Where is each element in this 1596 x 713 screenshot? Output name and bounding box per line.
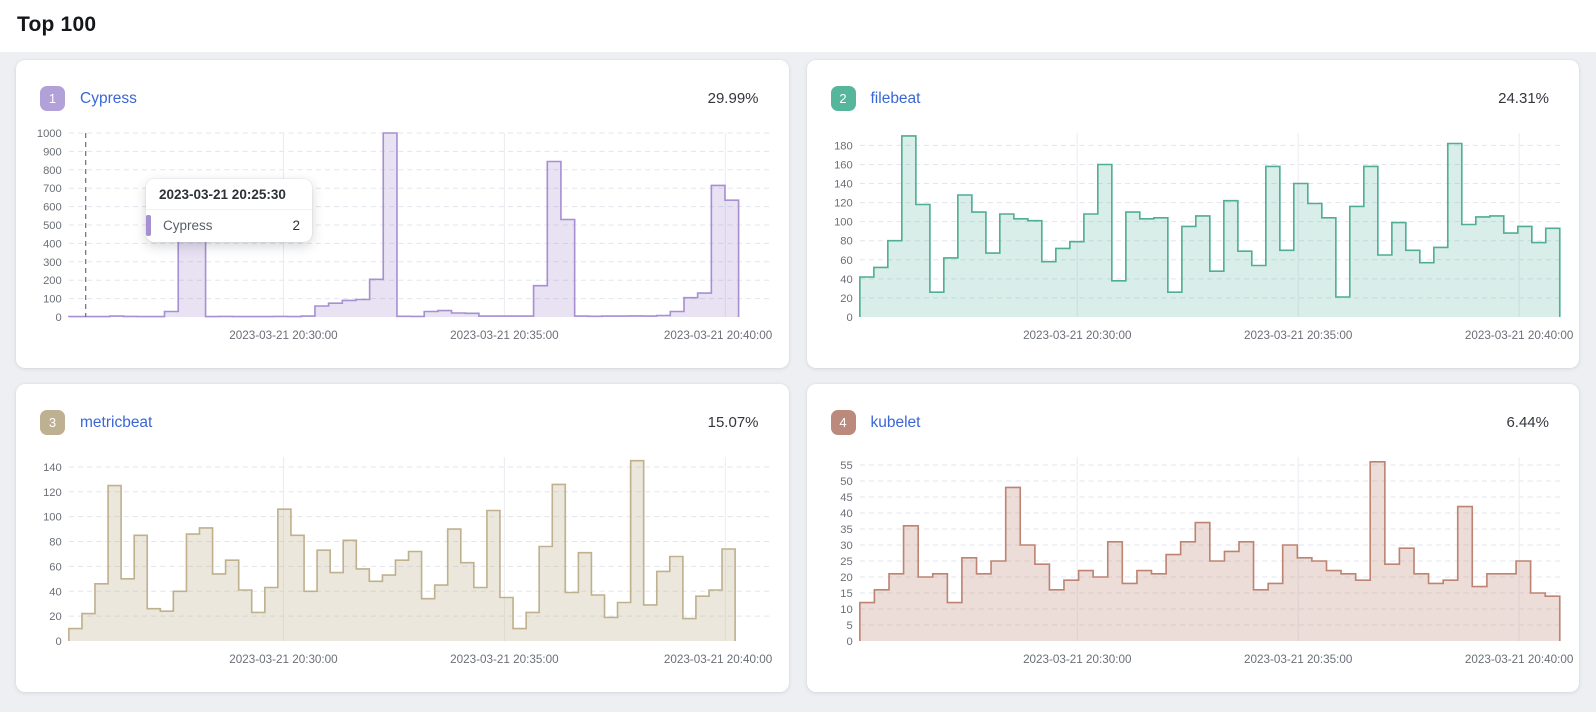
svg-text:2023-03-21 20:30:00: 2023-03-21 20:30:00	[229, 654, 337, 666]
series-color-marker	[146, 215, 151, 236]
svg-text:700: 700	[43, 183, 62, 195]
step-area-chart-kubelet[interactable]: 0 5 10 15 20 25 30 35 40 45 50 55 2023-03-21 20:30:0…	[807, 448, 1580, 682]
percent-value: 24.31%	[1498, 90, 1549, 107]
card-header: 3 metricbeat 15.07%	[16, 384, 789, 435]
svg-text:2023-03-21 20:35:00: 2023-03-21 20:35:00	[450, 654, 558, 666]
step-area-chart-metricbeat[interactable]: 0 20 40 60 80 100 120 140 2023-03-21 20:30:00 202…	[16, 448, 789, 682]
chart-area[interactable]: 0 5 10 15 20 25 30 35 40 45 50 55 2023-03-21 20:30:0…	[807, 448, 1580, 682]
svg-text:50: 50	[840, 476, 852, 488]
svg-text:15: 15	[840, 588, 852, 600]
svg-text:2023-03-21 20:40:00: 2023-03-21 20:40:00	[1464, 654, 1572, 666]
svg-text:45: 45	[840, 492, 852, 504]
svg-text:30: 30	[840, 540, 852, 552]
chart-area[interactable]: 0 100 200 300 400 500 600 700 800 900 1000 2023-03-…	[16, 124, 789, 358]
svg-text:60: 60	[49, 561, 61, 573]
svg-text:25: 25	[840, 556, 852, 568]
svg-text:2023-03-21 20:40:00: 2023-03-21 20:40:00	[1464, 330, 1572, 342]
dashboard-content: 1 Cypress 29.99% 0 100 200 300 400 500 600 700 8…	[0, 52, 1596, 712]
svg-text:100: 100	[43, 294, 62, 306]
series-link-metricbeat[interactable]: metricbeat	[80, 413, 153, 431]
svg-text:180: 180	[834, 140, 853, 152]
rank-badge: 1	[40, 86, 65, 111]
card-header: 1 Cypress 29.99%	[16, 60, 789, 111]
svg-text:200: 200	[43, 275, 62, 287]
svg-text:35: 35	[840, 524, 852, 536]
chart-area[interactable]: 0 20 40 60 80 100 120 140 2023-03-21 20:30:00 202…	[16, 448, 789, 682]
svg-text:40: 40	[49, 586, 61, 598]
svg-text:2023-03-21 20:35:00: 2023-03-21 20:35:00	[1244, 330, 1352, 342]
card-header: 4 kubelet 6.44%	[807, 384, 1580, 435]
svg-text:120: 120	[43, 487, 62, 499]
svg-text:2023-03-21 20:35:00: 2023-03-21 20:35:00	[1244, 654, 1352, 666]
svg-text:2023-03-21 20:30:00: 2023-03-21 20:30:00	[1023, 330, 1131, 342]
chart-tooltip: 2023-03-21 20:25:30 Cypress 2	[146, 179, 312, 242]
chart-area[interactable]: 0 20 40 60 80 100 120 140 160 180 2023-03-21 20:30…	[807, 124, 1580, 358]
series-link-cypress[interactable]: Cypress	[80, 89, 137, 107]
svg-text:80: 80	[840, 236, 852, 248]
svg-text:2023-03-21 20:30:00: 2023-03-21 20:30:00	[229, 330, 337, 342]
svg-text:100: 100	[834, 217, 853, 229]
svg-text:2023-03-21 20:30:00: 2023-03-21 20:30:00	[1023, 654, 1131, 666]
metric-card-kubelet: 4 kubelet 6.44% 0 5 10 15 20 25 30 35 40 45 50 55 20…	[806, 384, 1580, 692]
page-title: Top 100	[17, 13, 97, 36]
metric-card-cypress: 1 Cypress 29.99% 0 100 200 300 400 500 600 700 8…	[16, 60, 789, 368]
svg-text:2023-03-21 20:35:00: 2023-03-21 20:35:00	[450, 330, 558, 342]
percent-value: 6.44%	[1506, 414, 1549, 431]
svg-text:120: 120	[834, 198, 853, 210]
svg-text:600: 600	[43, 202, 62, 214]
svg-text:20: 20	[49, 611, 61, 623]
svg-text:55: 55	[840, 460, 852, 472]
svg-text:40: 40	[840, 508, 852, 520]
svg-text:0: 0	[846, 636, 852, 648]
step-area-chart-cypress[interactable]: 0 100 200 300 400 500 600 700 800 900 1000 2023-03-…	[16, 124, 789, 358]
svg-text:0: 0	[56, 636, 62, 648]
metric-card-filebeat: 2 filebeat 24.31% 0 20 40 60 80 100 120 140 160 1…	[806, 60, 1580, 368]
svg-text:2023-03-21 20:40:00: 2023-03-21 20:40:00	[664, 654, 772, 666]
svg-text:40: 40	[840, 274, 852, 286]
percent-value: 15.07%	[707, 414, 759, 431]
svg-text:800: 800	[43, 165, 62, 177]
step-area-chart-filebeat[interactable]: 0 20 40 60 80 100 120 140 160 180 2023-03-21 20:30…	[807, 124, 1580, 358]
svg-text:20: 20	[840, 293, 852, 305]
rank-badge: 4	[830, 410, 856, 435]
svg-text:400: 400	[43, 238, 62, 250]
svg-text:5: 5	[846, 620, 852, 632]
series-link-kubelet[interactable]: kubelet	[870, 413, 921, 431]
svg-text:80: 80	[49, 537, 61, 549]
metric-card-metricbeat: 3 metricbeat 15.07% 0 20 40 60 80 100 120 140 20…	[16, 384, 789, 692]
cards-grid: 1 Cypress 29.99% 0 100 200 300 400 500 600 700 8…	[16, 60, 1579, 692]
card-header: 2 filebeat 24.31%	[807, 60, 1580, 111]
svg-text:900: 900	[43, 146, 62, 158]
svg-text:100: 100	[43, 512, 62, 524]
svg-text:0: 0	[56, 312, 62, 324]
tooltip-series-row: Cypress 2	[146, 210, 312, 242]
svg-text:0: 0	[846, 312, 852, 324]
svg-text:20: 20	[840, 572, 852, 584]
svg-text:140: 140	[43, 462, 62, 474]
rank-badge: 3	[40, 410, 65, 435]
svg-text:1000: 1000	[37, 128, 62, 140]
svg-text:500: 500	[43, 220, 62, 232]
svg-text:10: 10	[840, 604, 852, 616]
svg-text:160: 160	[834, 160, 853, 172]
svg-text:140: 140	[834, 179, 853, 191]
series-link-filebeat[interactable]: filebeat	[870, 89, 921, 107]
svg-text:60: 60	[840, 255, 852, 267]
tooltip-series-label: Cypress	[163, 218, 213, 233]
svg-text:2023-03-21 20:40:00: 2023-03-21 20:40:00	[664, 330, 772, 342]
tooltip-timestamp: 2023-03-21 20:25:30	[146, 179, 312, 210]
rank-badge: 2	[830, 86, 856, 111]
percent-value: 29.99%	[707, 90, 759, 107]
tooltip-series-value: 2	[292, 218, 300, 233]
svg-text:300: 300	[43, 257, 62, 269]
